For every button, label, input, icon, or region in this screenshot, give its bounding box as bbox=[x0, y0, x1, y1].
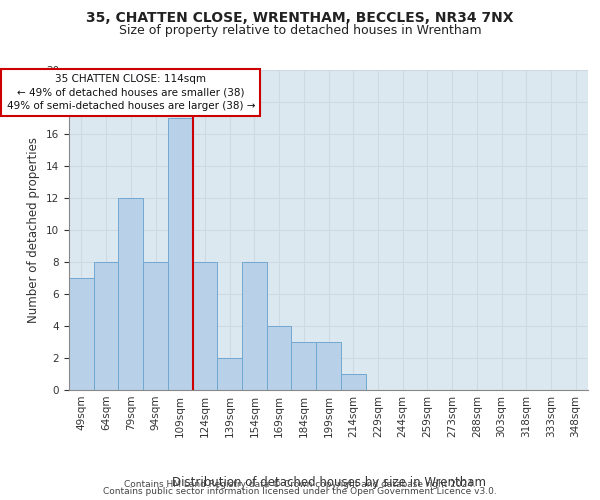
Text: Contains HM Land Registry data © Crown copyright and database right 2024.: Contains HM Land Registry data © Crown c… bbox=[124, 480, 476, 489]
Text: Size of property relative to detached houses in Wrentham: Size of property relative to detached ho… bbox=[119, 24, 481, 37]
Bar bbox=[193, 262, 217, 390]
Bar bbox=[118, 198, 143, 390]
Y-axis label: Number of detached properties: Number of detached properties bbox=[28, 137, 40, 323]
Bar bbox=[69, 278, 94, 390]
Text: 35 CHATTEN CLOSE: 114sqm
← 49% of detached houses are smaller (38)
49% of semi-d: 35 CHATTEN CLOSE: 114sqm ← 49% of detach… bbox=[7, 74, 255, 110]
Bar bbox=[341, 374, 365, 390]
Bar bbox=[143, 262, 168, 390]
X-axis label: Distribution of detached houses by size in Wrentham: Distribution of detached houses by size … bbox=[172, 476, 485, 489]
Text: Contains public sector information licensed under the Open Government Licence v3: Contains public sector information licen… bbox=[103, 487, 497, 496]
Bar bbox=[316, 342, 341, 390]
Bar bbox=[292, 342, 316, 390]
Bar bbox=[242, 262, 267, 390]
Bar bbox=[217, 358, 242, 390]
Text: 35, CHATTEN CLOSE, WRENTHAM, BECCLES, NR34 7NX: 35, CHATTEN CLOSE, WRENTHAM, BECCLES, NR… bbox=[86, 12, 514, 26]
Bar bbox=[94, 262, 118, 390]
Bar bbox=[267, 326, 292, 390]
Bar bbox=[168, 118, 193, 390]
